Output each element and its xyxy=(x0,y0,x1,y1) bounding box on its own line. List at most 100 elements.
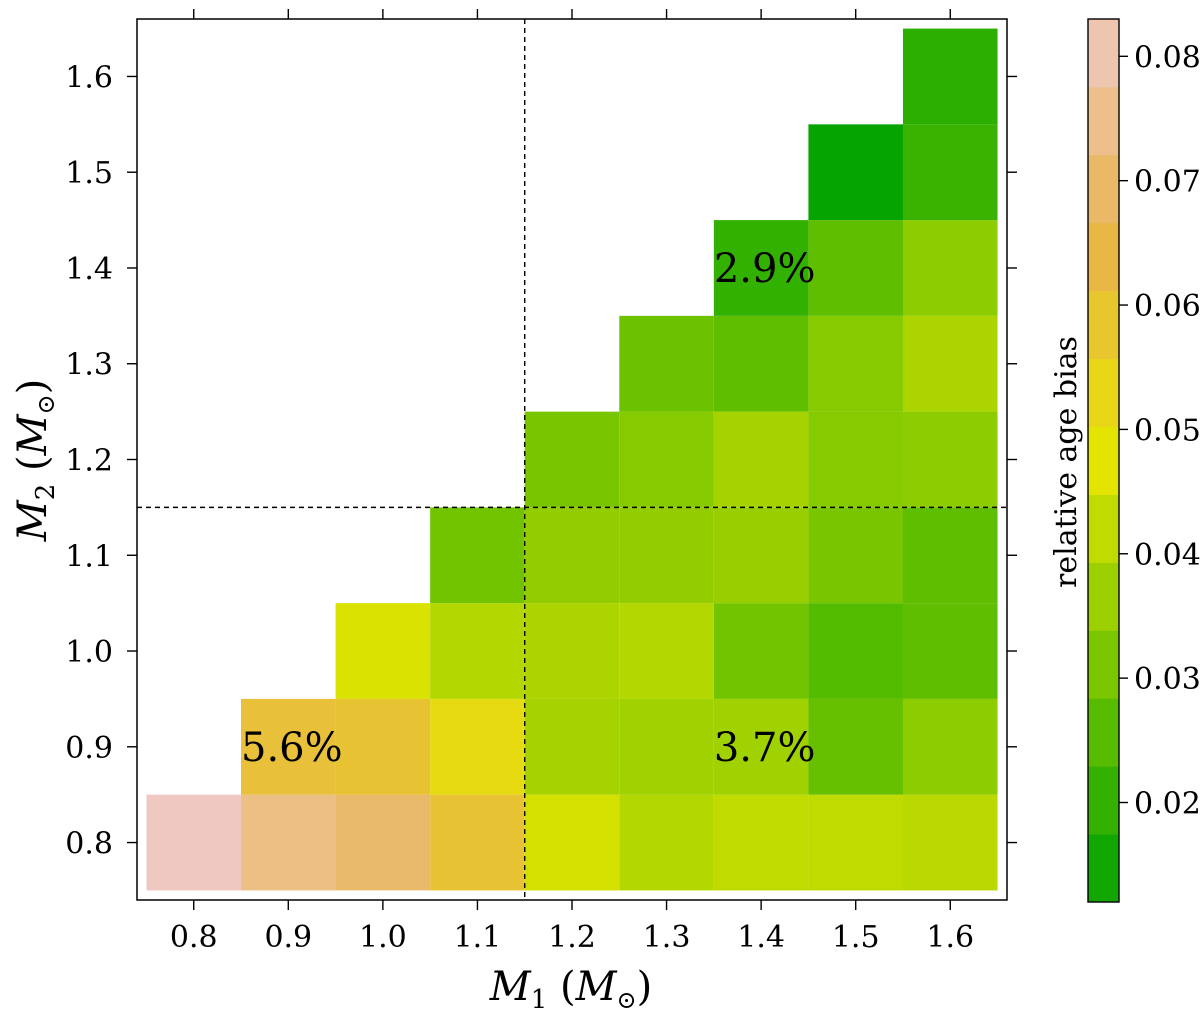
y-tick-label: 1.4 xyxy=(65,252,113,287)
colorbar-step xyxy=(1088,86,1119,156)
colorbar-step xyxy=(1088,154,1119,224)
colorbar-tick-label: 0.05 xyxy=(1134,413,1200,448)
colorbar-step xyxy=(1088,766,1119,835)
colorbar-tick-label: 0.08 xyxy=(1134,40,1200,75)
percent-annotation: 2.9% xyxy=(714,246,816,292)
y-tick-label: 1.1 xyxy=(65,539,113,574)
heatmap-cell xyxy=(713,698,809,795)
colorbar-step xyxy=(1088,19,1119,88)
heatmap-cell xyxy=(902,794,998,891)
percent-annotation: 5.6% xyxy=(241,725,343,771)
x-axis-label-sub: 1 xyxy=(531,985,548,1014)
x-axis-label-close: ) xyxy=(637,964,653,1010)
y-axis-label-unit-sub: ⊙ xyxy=(32,394,60,414)
heatmap-cell xyxy=(713,411,809,508)
x-tick-label: 1.5 xyxy=(832,920,880,955)
heatmap-cell xyxy=(713,507,809,604)
heatmap-cell xyxy=(808,315,903,412)
heatmap-cell xyxy=(713,603,809,699)
heatmap-cell xyxy=(902,124,998,221)
heatmap-cell xyxy=(241,794,336,891)
y-tick-label: 1.6 xyxy=(65,60,113,95)
colorbar-step xyxy=(1088,426,1119,495)
heatmap-cell xyxy=(619,698,714,795)
y-axis-label-open: ( xyxy=(10,455,56,483)
heatmap-cell xyxy=(902,315,998,412)
heatmap-cells xyxy=(146,28,998,891)
axis-ticks xyxy=(127,9,1017,910)
heatmap-cell xyxy=(430,507,525,604)
y-axis-label-sub: 2 xyxy=(31,484,61,501)
colorbar-step xyxy=(1088,562,1119,631)
heatmap-cell xyxy=(808,507,903,604)
y-axis-label-symbol: M xyxy=(10,499,56,542)
x-axis-label-symbol: M xyxy=(489,964,532,1010)
heatmap-cell xyxy=(430,603,525,699)
colorbar-tick-label: 0.02 xyxy=(1134,787,1200,822)
x-tick-label: 1.2 xyxy=(548,920,596,955)
colorbar-step xyxy=(1088,698,1119,767)
heatmap-cell xyxy=(524,411,620,508)
heatmap-cell xyxy=(619,603,714,699)
x-tick-label: 1.3 xyxy=(643,920,691,955)
x-axis-label-open: ( xyxy=(547,964,575,1010)
colorbar-frame xyxy=(1087,18,1120,903)
heatmap-cell xyxy=(146,794,242,891)
heatmap-cell xyxy=(524,698,620,795)
heatmap-cell xyxy=(335,794,431,891)
colorbar-tick-label: 0.06 xyxy=(1134,289,1200,324)
y-axis-label: M2 (M⊙) xyxy=(10,379,61,543)
heatmap-cell xyxy=(808,794,903,891)
colorbar-tick-label: 0.04 xyxy=(1134,538,1200,573)
heatmap-cell xyxy=(430,794,525,891)
y-tick-label: 0.9 xyxy=(65,731,113,766)
heatmap-cell xyxy=(713,315,809,412)
heatmap-cell xyxy=(808,220,903,316)
heatmap-cell xyxy=(335,603,431,699)
y-tick-label: 1.5 xyxy=(65,156,113,191)
heatmap-cell xyxy=(713,794,809,891)
heatmap-cell xyxy=(619,411,714,508)
heatmap-cell xyxy=(902,28,998,125)
y-tick-label: 1.0 xyxy=(65,635,113,670)
colorbar-step xyxy=(1088,222,1119,292)
x-tick-label: 1.4 xyxy=(737,920,785,955)
heatmap-cell xyxy=(808,411,903,508)
colorbar-step xyxy=(1088,494,1119,563)
heatmap-cell xyxy=(619,507,714,604)
heatmap-cell xyxy=(241,698,336,795)
y-tick-label: 1.3 xyxy=(65,348,113,383)
heatmap-cell xyxy=(902,220,998,316)
heatmap-cell xyxy=(808,698,903,795)
axis-tick-labels: 0.8 0.9 1.0 1.1 1.2 1.3 1.4 1.5 1.6 0.8 0.9 1.0 1.1 1… xyxy=(65,60,974,955)
heatmap-cell xyxy=(430,698,525,795)
colorbar-step xyxy=(1088,630,1119,699)
heatmap-cell xyxy=(524,507,620,604)
x-axis-label-unit: M xyxy=(575,964,618,1010)
heatmap-cell xyxy=(902,411,998,508)
colorbar-step xyxy=(1088,290,1119,360)
heatmap-cell xyxy=(335,698,431,795)
heatmap-cell xyxy=(902,507,998,604)
y-tick-label: 1.2 xyxy=(65,444,113,479)
heatmap-cell xyxy=(713,220,809,316)
x-tick-label: 0.9 xyxy=(264,920,312,955)
x-tick-label: 1.0 xyxy=(359,920,407,955)
heatmap-cell xyxy=(902,698,998,795)
colorbar-step xyxy=(1088,358,1119,428)
x-tick-label: 1.1 xyxy=(454,920,502,955)
y-tick-label: 0.8 xyxy=(65,827,113,862)
y-axis-label-close: ) xyxy=(10,379,56,395)
percent-annotation: 3.7% xyxy=(714,725,816,771)
heatmap-cell xyxy=(619,315,714,412)
heatmap-cell xyxy=(524,603,620,699)
colorbar-tick-label: 0.07 xyxy=(1134,165,1200,200)
heatmap-cell xyxy=(619,794,714,891)
colorbar-step xyxy=(1088,834,1119,903)
heatmap-cell xyxy=(524,794,620,891)
colorbar-tick-label: 0.03 xyxy=(1134,662,1200,697)
x-tick-label: 0.8 xyxy=(170,920,218,955)
percent-annotations: 5.6% 3.7% 2.9% xyxy=(241,246,815,771)
x-axis-label: M1 (M⊙) xyxy=(489,964,653,1014)
x-tick-label: 1.6 xyxy=(926,920,974,955)
